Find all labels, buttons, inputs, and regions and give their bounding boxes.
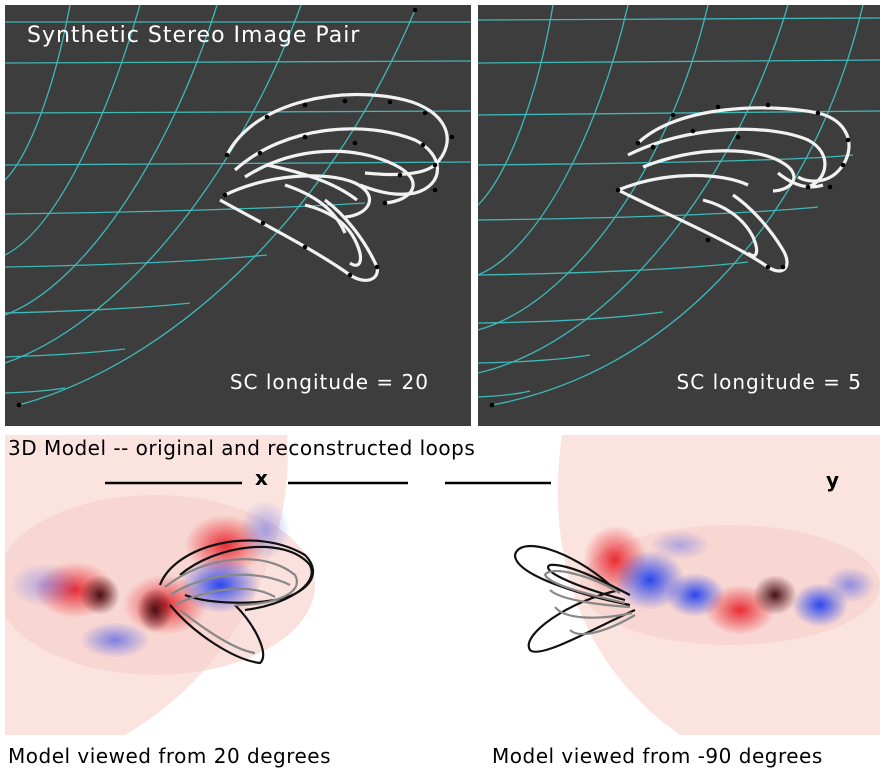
- sc-longitude-label-left: SC longitude = 20: [229, 370, 429, 394]
- grid-meridian: [491, 5, 864, 406]
- loop-reconstructed: [569, 614, 636, 635]
- loop: [617, 188, 789, 273]
- loop: [225, 92, 449, 177]
- grid-parallel: [478, 17, 880, 21]
- grid-parallel: [5, 348, 126, 358]
- magnetogram-left: [5, 435, 315, 735]
- loop-original: [179, 545, 313, 612]
- loop: [219, 198, 379, 282]
- grid-parallel: [5, 60, 471, 64]
- loop-reconstructed: [554, 606, 633, 619]
- model-view-20-degrees: [5, 435, 445, 735]
- grid-parallel: [478, 59, 880, 64]
- grid-parallel: [478, 354, 591, 364]
- grid-meridian: [478, 5, 709, 331]
- stereo-pair-title: Synthetic Stereo Image Pair: [27, 23, 361, 48]
- caption-20-degrees: Model viewed from 20 degrees: [8, 744, 332, 768]
- caption-minus-90-degrees: Model viewed from -90 degrees: [492, 744, 823, 768]
- grid-meridian: [478, 5, 554, 206]
- stereo-image-right: SC longitude = 5: [478, 5, 880, 426]
- loop-marker-points: [16, 7, 455, 408]
- grid-parallel: [5, 110, 471, 114]
- grid-meridian: [478, 5, 629, 276]
- loop: [702, 198, 759, 258]
- grid-parallel: [478, 311, 664, 324]
- loop: [642, 149, 796, 193]
- model-view-minus-90-degrees: [450, 435, 880, 735]
- sc-longitude-label-right: SC longitude = 5: [676, 370, 862, 394]
- grid-meridian: [478, 5, 789, 374]
- loop-original: [158, 539, 315, 604]
- stereo-image-left: Synthetic Stereo Image Pair SC longitude…: [5, 5, 471, 426]
- loop-reconstructed: [169, 573, 291, 596]
- loop-original: [527, 588, 636, 653]
- grid-parallel: [5, 202, 366, 215]
- loop: [777, 171, 824, 189]
- loop: [284, 183, 347, 234]
- grid-parallel: [5, 161, 471, 166]
- loop: [617, 173, 749, 192]
- y-axis-label: y: [826, 468, 840, 492]
- loop-original: [169, 604, 265, 665]
- grid-parallel: [478, 261, 749, 276]
- grid-meridian: [18, 9, 416, 406]
- loop-reconstructed: [543, 569, 626, 605]
- axis-lines: [105, 481, 551, 485]
- grid-parallel: [5, 387, 66, 394]
- grid-parallel: [478, 154, 854, 166]
- loop-marker-points: [489, 102, 851, 408]
- loop-reconstructed: [164, 558, 298, 607]
- loop-reconstructed: [179, 609, 256, 655]
- loop: [224, 174, 371, 219]
- loop: [627, 127, 827, 189]
- loop: [304, 203, 363, 267]
- grid-meridian: [5, 5, 141, 256]
- model-heading: 3D Model -- original and reconstructed l…: [8, 436, 476, 460]
- loop-reconstructed: [174, 587, 276, 606]
- loop-original: [547, 563, 631, 602]
- grid-meridian: [5, 5, 218, 316]
- x-axis-label: x: [255, 466, 268, 490]
- loop: [266, 163, 358, 202]
- grid-parallel: [478, 390, 531, 398]
- loop: [636, 106, 851, 183]
- loop-reconstructed: [549, 589, 631, 609]
- grid-parallel: [5, 254, 268, 268]
- stereo-right-grid: [478, 5, 880, 408]
- loop-bundle: [219, 92, 449, 282]
- loop-bundle: [617, 106, 851, 273]
- grid-parallel: [5, 302, 191, 314]
- magnetogram-right: [513, 435, 880, 735]
- grid-meridian: [5, 5, 302, 364]
- grid-parallel: [478, 206, 819, 221]
- stereo-left-grid: [5, 5, 471, 408]
- loop: [233, 127, 440, 196]
- loop: [244, 149, 415, 205]
